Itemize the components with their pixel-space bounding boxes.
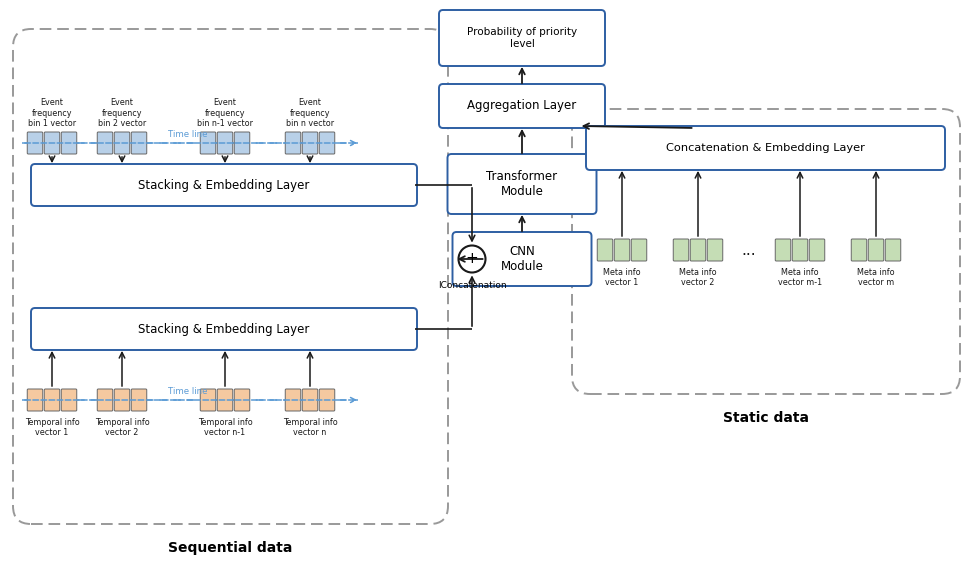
FancyBboxPatch shape xyxy=(235,389,249,411)
FancyBboxPatch shape xyxy=(285,389,301,411)
FancyBboxPatch shape xyxy=(302,389,318,411)
Text: Meta info
vector m-1: Meta info vector m-1 xyxy=(778,268,822,288)
FancyBboxPatch shape xyxy=(631,239,647,261)
FancyBboxPatch shape xyxy=(691,239,706,261)
Text: Stacking & Embedding Layer: Stacking & Embedding Layer xyxy=(138,323,310,336)
FancyBboxPatch shape xyxy=(586,126,945,170)
Text: Meta info
vector 2: Meta info vector 2 xyxy=(679,268,717,288)
FancyBboxPatch shape xyxy=(201,389,216,411)
Text: Temporal info
vector n-1: Temporal info vector n-1 xyxy=(198,418,252,438)
FancyBboxPatch shape xyxy=(597,239,613,261)
FancyBboxPatch shape xyxy=(885,239,901,261)
Text: ...: ... xyxy=(741,242,757,258)
Text: Temporal info
vector 1: Temporal info vector 1 xyxy=(24,418,79,438)
Text: Event
frequency
bin 2 vector: Event frequency bin 2 vector xyxy=(97,98,146,128)
FancyBboxPatch shape xyxy=(27,389,43,411)
Circle shape xyxy=(459,246,485,272)
FancyBboxPatch shape xyxy=(61,389,77,411)
Text: Event
frequency
bin 1 vector: Event frequency bin 1 vector xyxy=(28,98,76,128)
FancyBboxPatch shape xyxy=(447,154,596,214)
Text: Meta info
vector m: Meta info vector m xyxy=(857,268,895,288)
Text: Sequential data: Sequential data xyxy=(169,541,293,555)
FancyBboxPatch shape xyxy=(217,132,233,154)
Text: +: + xyxy=(466,251,478,266)
Text: Meta info
vector 1: Meta info vector 1 xyxy=(603,268,641,288)
FancyBboxPatch shape xyxy=(131,389,147,411)
FancyBboxPatch shape xyxy=(285,132,301,154)
Text: Static data: Static data xyxy=(723,411,809,425)
Text: Time line: Time line xyxy=(169,387,207,396)
FancyBboxPatch shape xyxy=(114,132,130,154)
Text: Event
frequency
bin n vector: Event frequency bin n vector xyxy=(286,98,334,128)
Text: Probability of priority
level: Probability of priority level xyxy=(467,27,577,49)
FancyBboxPatch shape xyxy=(31,164,417,206)
Text: Transformer
Module: Transformer Module xyxy=(486,170,557,198)
FancyBboxPatch shape xyxy=(97,132,113,154)
FancyBboxPatch shape xyxy=(31,308,417,350)
Text: Temporal info
vector n: Temporal info vector n xyxy=(282,418,337,438)
FancyBboxPatch shape xyxy=(707,239,723,261)
FancyBboxPatch shape xyxy=(439,84,605,128)
Text: Concatenation & Embedding Layer: Concatenation & Embedding Layer xyxy=(666,143,865,153)
Text: Temporal info
vector 2: Temporal info vector 2 xyxy=(94,418,149,438)
FancyBboxPatch shape xyxy=(439,10,605,66)
FancyBboxPatch shape xyxy=(868,239,883,261)
FancyBboxPatch shape xyxy=(131,132,147,154)
FancyBboxPatch shape xyxy=(615,239,630,261)
FancyBboxPatch shape xyxy=(27,132,43,154)
FancyBboxPatch shape xyxy=(114,389,130,411)
FancyBboxPatch shape xyxy=(673,239,689,261)
FancyBboxPatch shape xyxy=(453,232,591,286)
Text: Stacking & Embedding Layer: Stacking & Embedding Layer xyxy=(138,178,310,191)
FancyBboxPatch shape xyxy=(201,132,216,154)
FancyBboxPatch shape xyxy=(44,132,59,154)
Text: lConcatenation: lConcatenation xyxy=(437,281,506,289)
Text: CNN
Module: CNN Module xyxy=(501,245,543,273)
FancyBboxPatch shape xyxy=(319,132,335,154)
FancyBboxPatch shape xyxy=(319,389,335,411)
FancyBboxPatch shape xyxy=(302,132,318,154)
Text: Aggregation Layer: Aggregation Layer xyxy=(468,100,577,113)
FancyBboxPatch shape xyxy=(235,132,249,154)
FancyBboxPatch shape xyxy=(775,239,791,261)
FancyBboxPatch shape xyxy=(217,389,233,411)
Text: Time line: Time line xyxy=(169,130,207,139)
FancyBboxPatch shape xyxy=(809,239,825,261)
FancyBboxPatch shape xyxy=(792,239,807,261)
FancyBboxPatch shape xyxy=(61,132,77,154)
FancyBboxPatch shape xyxy=(851,239,867,261)
FancyBboxPatch shape xyxy=(44,389,59,411)
FancyBboxPatch shape xyxy=(97,389,113,411)
Text: Event
frequency
bin n-1 vector: Event frequency bin n-1 vector xyxy=(197,98,253,128)
